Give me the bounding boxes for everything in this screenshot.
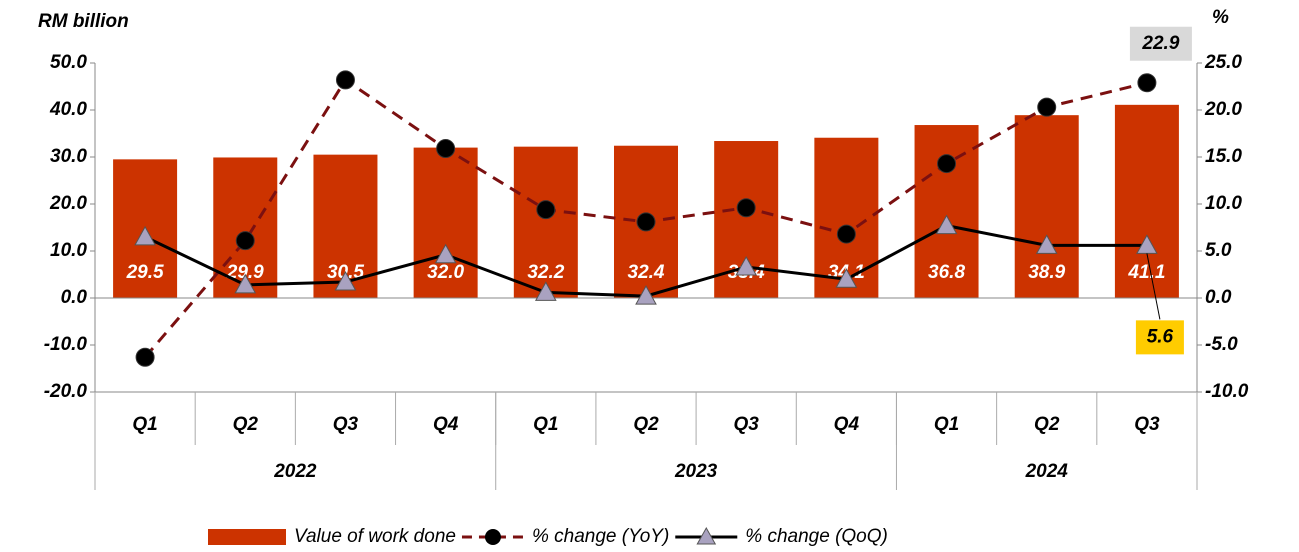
- bar: [914, 125, 979, 298]
- point: [235, 231, 255, 251]
- legend-label: % change (YoY): [532, 526, 669, 547]
- x-tick-label: Q2: [1034, 414, 1060, 435]
- bar: [513, 146, 578, 298]
- x-tick-label: Q1: [132, 414, 157, 435]
- point: [1037, 97, 1057, 117]
- y-tick-label: 20.0: [49, 193, 87, 214]
- x-tick-label: Q2: [233, 414, 259, 435]
- point: [937, 154, 957, 174]
- point: [536, 200, 556, 220]
- data-label: 22.9: [1141, 33, 1179, 54]
- y-tick-label: 10.0: [50, 240, 87, 261]
- y2-tick-label: 5.0: [1205, 240, 1232, 261]
- bar: [1114, 104, 1179, 298]
- bar: [1014, 115, 1079, 298]
- point: [334, 270, 357, 291]
- point: [935, 214, 958, 235]
- x-tick-label: Q3: [333, 414, 359, 435]
- bar-label: 29.9: [226, 262, 264, 283]
- y-tick-label: 40.0: [49, 99, 87, 120]
- y-tick-label: -20.0: [44, 381, 88, 402]
- group-label: 2023: [674, 461, 718, 482]
- y2-axis-title: %: [1212, 7, 1229, 28]
- y-axis-title: RM billion: [38, 11, 129, 32]
- point: [534, 281, 557, 301]
- bar: [413, 147, 478, 298]
- legend-marker: [696, 526, 717, 545]
- point: [434, 243, 457, 264]
- bar-label: 32.2: [527, 262, 564, 283]
- point: [335, 70, 355, 90]
- legend-marker: [484, 529, 501, 545]
- y-tick-label: 0.0: [61, 287, 88, 308]
- point: [1137, 73, 1157, 93]
- point: [836, 224, 856, 244]
- x-tick-label: Q2: [633, 414, 659, 435]
- bar-label: 41.1: [1127, 262, 1165, 283]
- point: [835, 268, 858, 288]
- x-tick-label: Q1: [533, 414, 558, 435]
- y2-tick-label: 20.0: [1204, 99, 1242, 120]
- point: [735, 255, 758, 276]
- label-box: [1135, 320, 1184, 355]
- y-tick-label: -10.0: [44, 334, 88, 355]
- y2-tick-label: 10.0: [1205, 193, 1242, 214]
- bar-label: 29.5: [126, 262, 164, 283]
- x-tick-label: Q1: [934, 414, 959, 435]
- point: [1035, 234, 1058, 254]
- y2-tick-label: -10.0: [1205, 381, 1249, 402]
- data-label: 5.6: [1147, 326, 1174, 347]
- legend-label: Value of work done: [294, 526, 456, 547]
- label-box: [1129, 26, 1192, 61]
- point: [736, 198, 756, 218]
- x-tick-label: Q4: [433, 414, 459, 435]
- y2-tick-label: -5.0: [1205, 334, 1238, 355]
- bar-label: 36.8: [928, 262, 965, 283]
- x-tick-label: Q3: [734, 414, 760, 435]
- x-tick-label: Q4: [834, 414, 860, 435]
- point: [636, 212, 656, 232]
- y-tick-label: 50.0: [50, 52, 87, 73]
- point: [135, 347, 155, 367]
- x-tick-label: Q3: [1134, 414, 1160, 435]
- bar-label: 32.4: [628, 262, 665, 283]
- y2-tick-label: 0.0: [1205, 287, 1232, 308]
- point: [134, 225, 156, 246]
- y2-tick-label: 25.0: [1204, 52, 1242, 73]
- legend-label: % change (QoQ): [745, 526, 888, 547]
- point: [436, 139, 456, 159]
- point: [635, 285, 657, 305]
- bar-label: 38.9: [1028, 262, 1065, 283]
- leader: [1146, 253, 1161, 320]
- group-label: 2024: [1025, 461, 1069, 482]
- y-tick-label: 30.0: [50, 146, 87, 167]
- legend-swatch: [208, 529, 286, 545]
- bar-label: 32.0: [427, 262, 464, 283]
- group-label: 2022: [273, 461, 317, 482]
- point: [234, 273, 257, 294]
- y2-tick-label: 15.0: [1205, 146, 1242, 167]
